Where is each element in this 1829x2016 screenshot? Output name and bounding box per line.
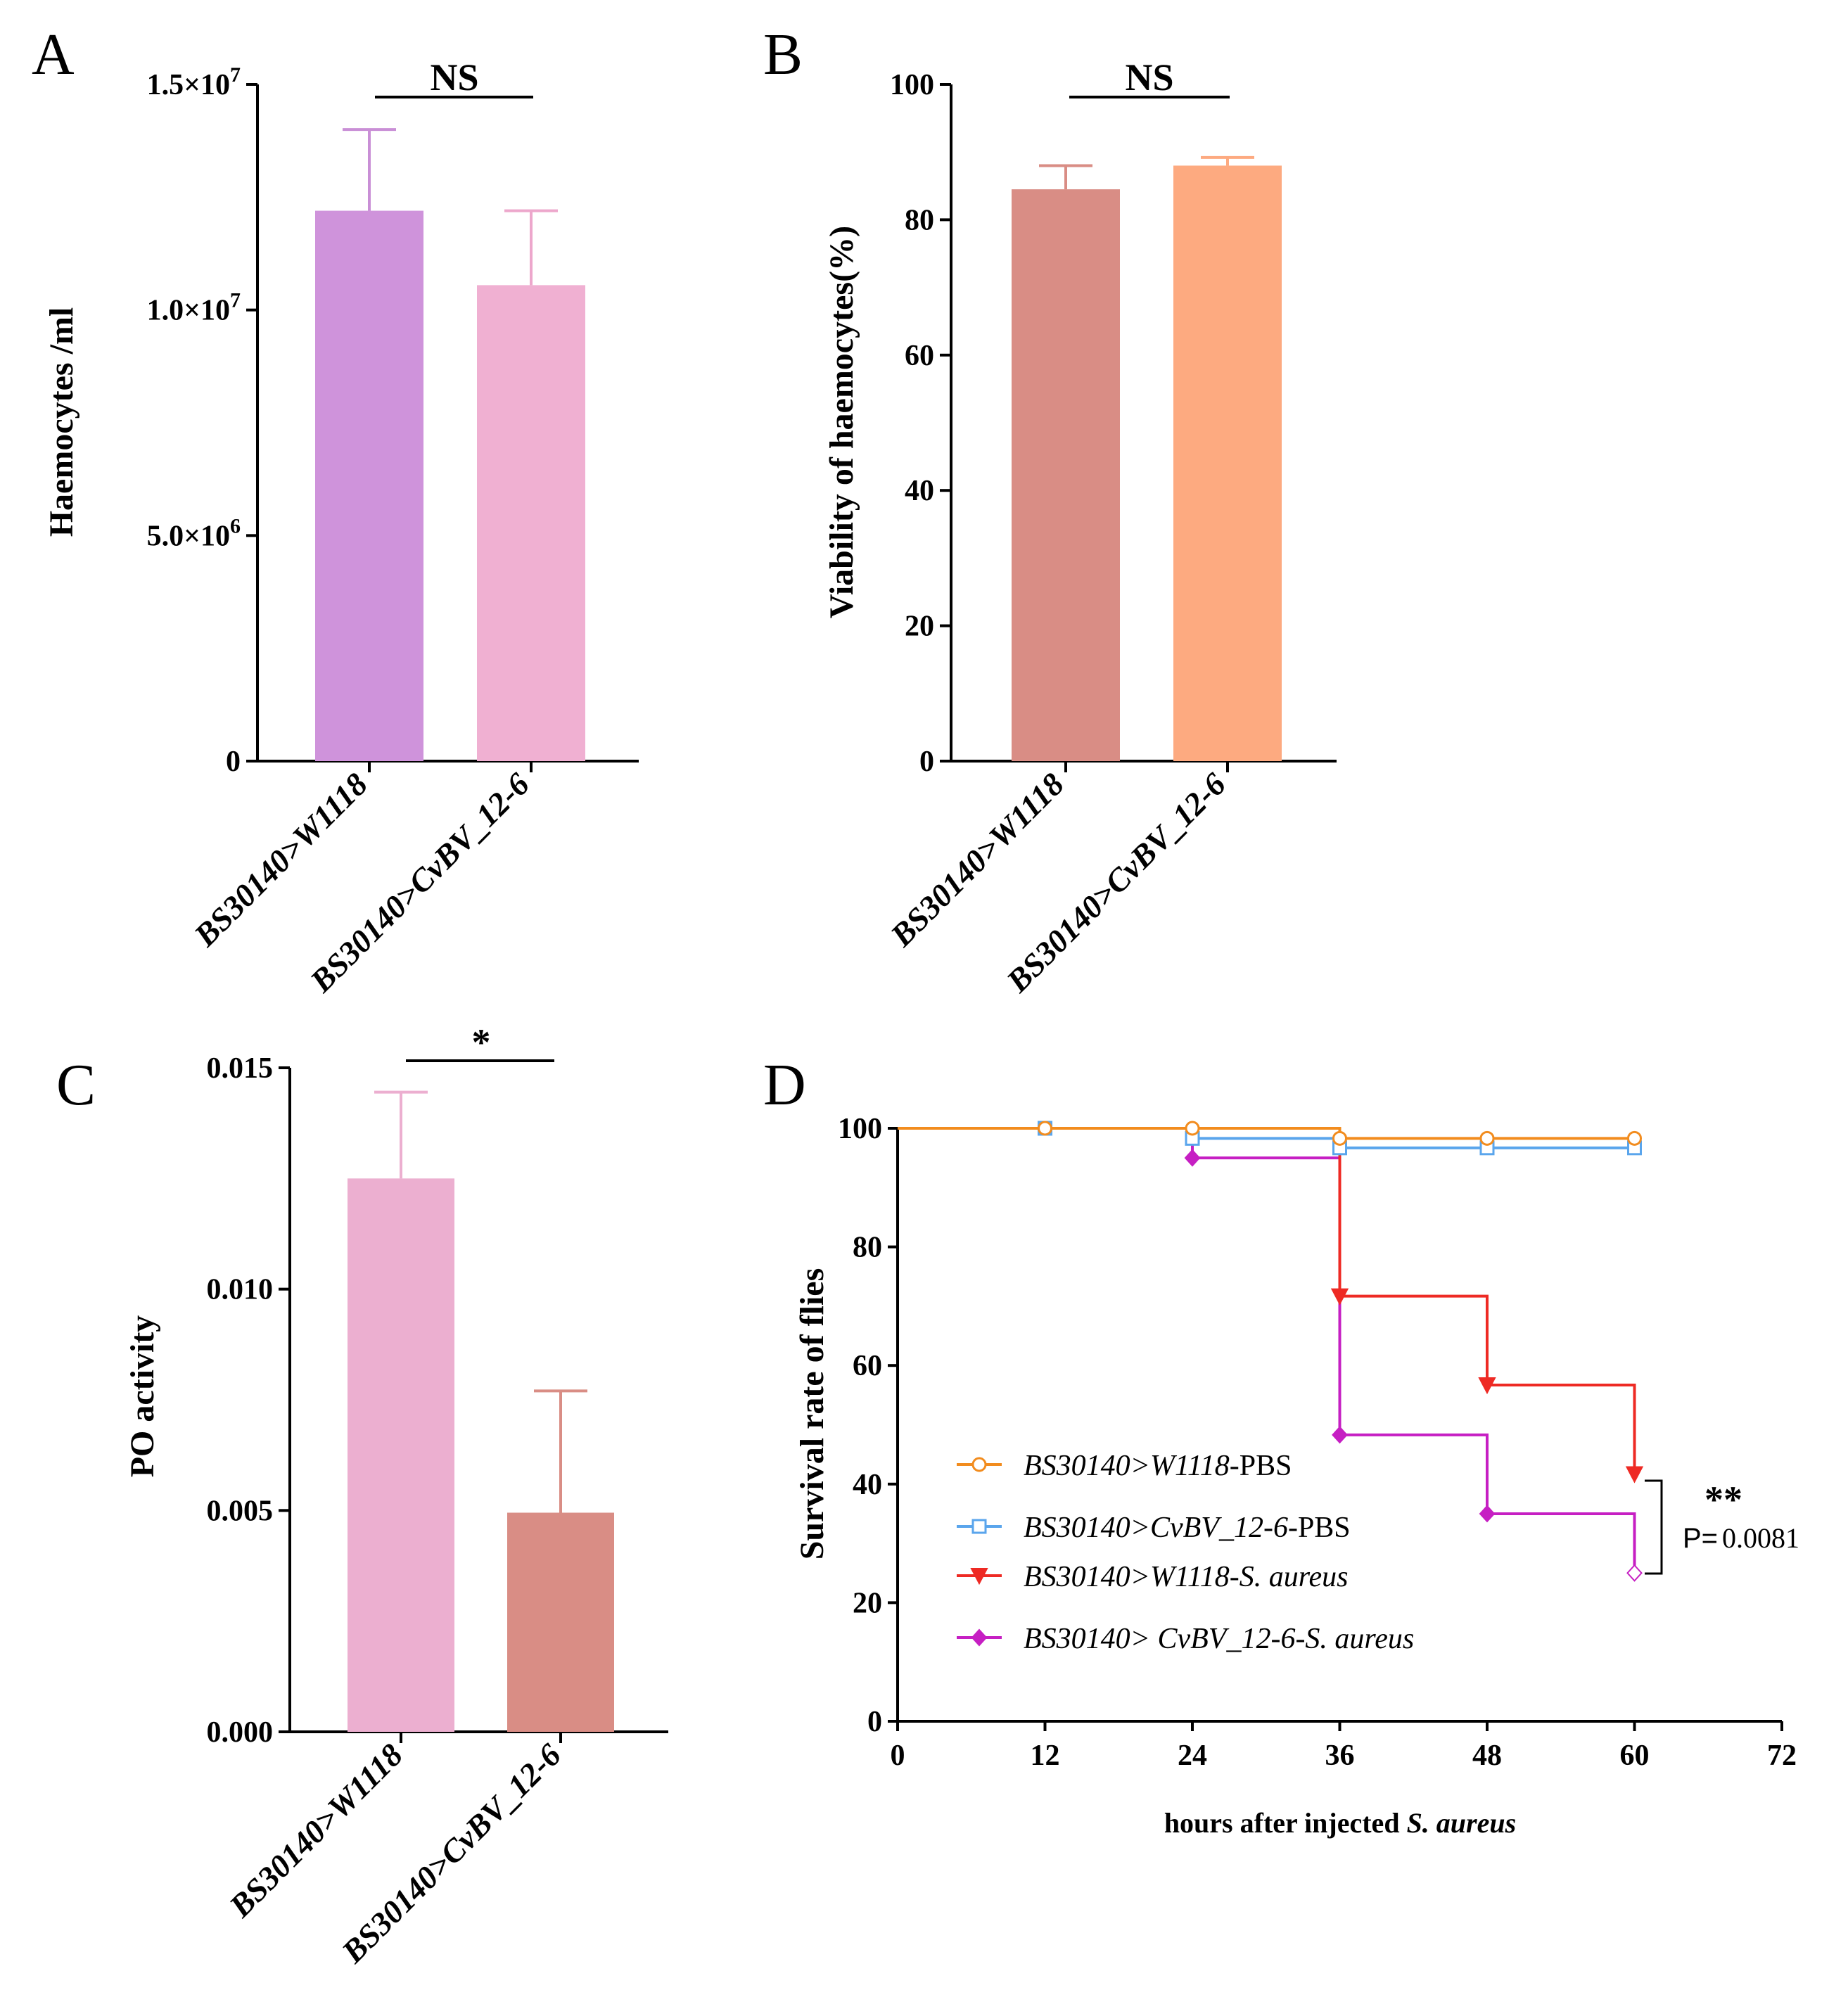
y-tick-label: 0 [867,1706,882,1738]
legend-label: BS30140> CvBV_12-6-S. aureus [1024,1623,1414,1655]
y-tick-label: 1.5×107 [147,63,241,101]
y-tick-label: 0.000 [207,1716,274,1749]
bar [348,1178,454,1732]
panel-d-p-value: P= 0.0081 [1683,1522,1799,1554]
panel-d-sig-label: ** [1704,1479,1742,1521]
x-tick-label: 12 [1031,1740,1060,1772]
bar [1173,165,1282,761]
panel-d-x-title-plain: hours after injected [1164,1807,1407,1839]
panel-b-category-label: BS30140>W1118 [883,766,1071,954]
panel-c-sig-label: * [472,1021,491,1064]
circle-marker [1479,1130,1495,1146]
panel-c-y-title: PO activity [124,1315,161,1478]
panel-d-p-label: P= [1683,1523,1718,1554]
legend-label: BS30140>W1118-PBS [1024,1450,1292,1482]
survival-curve [898,1127,1636,1474]
circle-marker [1332,1130,1347,1146]
y-tick-label: 60 [853,1350,882,1382]
x-tick-label: 48 [1472,1740,1502,1772]
panel-d-x-title: hours after injected S. aureus [1164,1807,1516,1839]
diamond-marker [1626,1564,1643,1582]
bar [1012,189,1120,761]
panel-a-category-label: BS30140>W1118 [186,766,374,954]
legend-label: BS30140>CvBV_12-6-PBS [1024,1512,1351,1544]
triangle-marker [1625,1466,1644,1484]
panel-a-y-title: Haemocytes /ml [43,307,80,537]
panel-c-label: C [56,1052,96,1118]
legend-label: BS30140>W1118-S. aureus [1024,1561,1349,1593]
panel-b: B 0 20 40 60 80 100 Viability of haemocytes(%… [763,22,1337,1000]
y-tick-label: 0.015 [207,1052,274,1085]
x-tick-label: 24 [1178,1740,1207,1772]
panel-c: C 0.000 0.005 0.010 0.015 PO activity * BS3… [56,1021,668,1970]
panel-d: D 0 20 40 60 80 100 0 12 24 36 48 60 72 BS30140>W111… [763,1052,1799,1839]
y-tick-label: 5.0×106 [147,514,241,552]
survival-curve [898,1127,1635,1140]
panel-d-label: D [763,1052,806,1118]
circle-marker [1185,1121,1200,1136]
y-tick-label: 20 [853,1587,882,1619]
circle-marker [1038,1121,1052,1136]
circle-marker [971,1457,987,1472]
bar [315,210,423,761]
diamond-marker [971,1628,988,1647]
x-tick-label: 0 [891,1740,905,1772]
triangle-marker [1330,1288,1349,1306]
y-tick-label: 20 [905,611,934,643]
panel-b-sig-label: NS [1125,56,1173,98]
y-tick-label: 80 [853,1232,882,1264]
panel-d-y-title: Survival rate of flies [794,1268,831,1560]
panel-a-label: A [32,22,75,87]
y-tick-label: 0 [226,746,241,778]
panel-d-x-title-italic: S. aureus [1407,1807,1517,1839]
y-tick-label: 40 [905,475,934,507]
bar [507,1512,614,1732]
diamond-marker [1479,1505,1496,1523]
y-tick-label: 40 [853,1469,882,1501]
y-tick-label: 0.005 [207,1495,274,1527]
diamond-marker [1332,1426,1348,1444]
panel-a-sig-label: NS [430,56,478,98]
y-tick-label: 0.010 [207,1274,274,1306]
survival-curve [898,1127,1636,1574]
y-tick-label: 80 [905,204,934,236]
y-tick-label: 60 [905,340,934,372]
panel-b-label: B [763,22,803,87]
y-tick-label: 100 [838,1113,882,1145]
square-marker [971,1519,987,1534]
circle-marker [1627,1130,1642,1146]
diamond-marker [1184,1149,1201,1167]
y-tick-label: 0 [919,746,934,778]
bar [477,285,585,762]
panel-d-sig-bracket [1645,1479,1663,1575]
panel-c-category-label: BS30140>W1118 [222,1737,409,1925]
x-tick-label: 60 [1620,1740,1650,1772]
y-tick-label: 1.0×107 [147,289,241,327]
y-tick-label: 100 [890,69,934,101]
x-tick-label: 36 [1325,1740,1355,1772]
panel-b-y-title: Viability of haemocytes(%) [823,226,860,618]
triangle-marker [970,1568,988,1586]
panel-d-p-number: 0.0081 [1722,1522,1799,1554]
x-tick-label: 72 [1767,1740,1797,1772]
triangle-marker [1478,1377,1496,1395]
